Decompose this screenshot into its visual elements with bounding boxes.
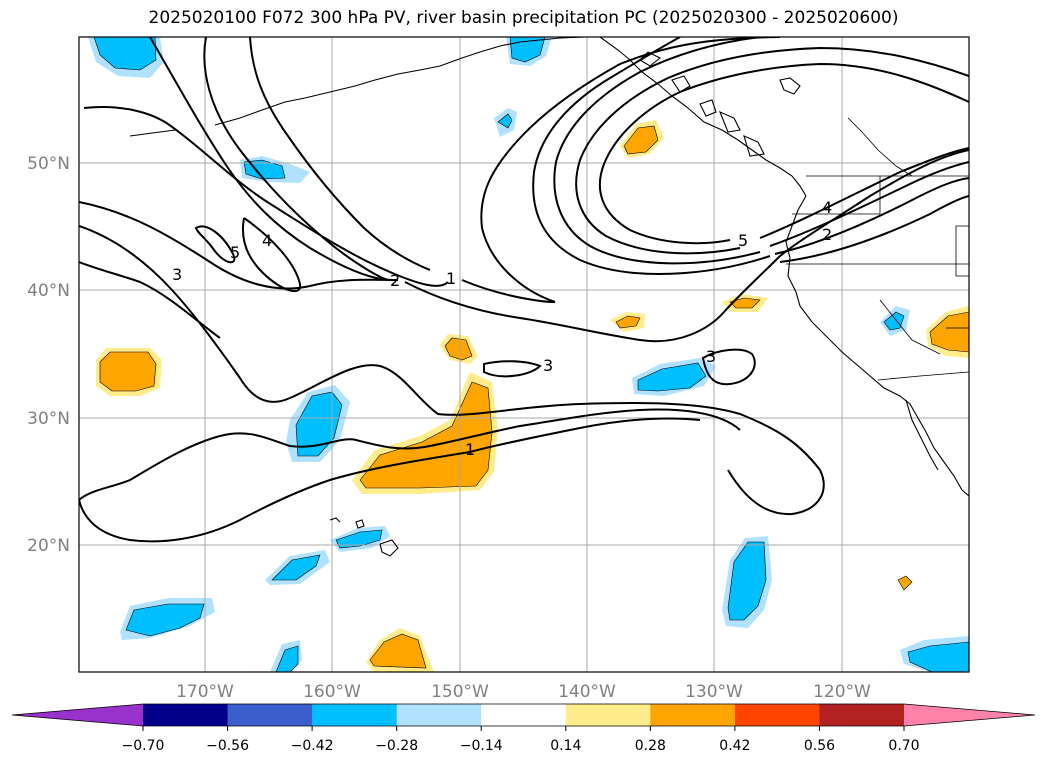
positive-precip-area [99,351,157,392]
latitude-axis: 50°N 40°N 30°N 20°N [27,154,70,556]
negative-precip-area [883,311,905,331]
contour-label: 3 [543,356,553,375]
pv-contour [194,225,236,264]
colorbar-tick-label: 0.70 [888,738,919,754]
pv-contour [701,348,756,386]
colorbar-extension-low [12,704,143,726]
negative-precip-area [637,362,707,392]
pv-contour [242,217,302,293]
colorbar-segment [143,704,229,726]
pv-contour [79,225,825,516]
colorbar-segment [312,704,398,726]
gridlines [79,37,969,672]
pv-contour [553,37,761,265]
colorbar-segment [481,704,567,726]
pv-contour [149,37,393,281]
contour-labels: 1 2 3 4 5 1 2 3 4 5 3 [172,198,832,459]
pv-contour [779,195,969,263]
latitude-label: 40°N [27,281,70,301]
positive-precip-area [623,125,659,155]
pv-contour [203,37,389,281]
contour-label: 2 [822,225,832,244]
colorbar-tick-label: −0.56 [206,738,249,754]
contour-label: 5 [738,231,748,250]
colorbar-tick-label: 0.42 [719,738,750,754]
positive-precip-area [444,337,473,361]
contour-label: 1 [465,440,475,459]
pv-contour [461,37,781,303]
pv-contour [575,46,969,255]
longitude-label: 140°W [558,682,616,702]
positive-precip-area [369,633,427,669]
colorbar-segment [819,704,905,726]
negative-precip-area [497,113,513,129]
colorbar-tick-label: 0.28 [635,738,666,754]
pv-contour [79,201,399,290]
colorbar-segment [396,704,482,726]
positive-precip-area [897,575,913,591]
map-title: 2025020100 F072 300 hPa PV, river basin … [148,8,899,28]
contour-label: 1 [446,269,456,288]
latitude-label: 30°N [27,409,70,429]
pv-contour [469,417,701,453]
colorbar-tick-label: 0.14 [550,738,581,754]
negative-precip-area [93,37,157,71]
pv-contour [83,105,449,287]
pv-contour [404,149,969,343]
positive-precip-area [359,381,493,489]
latitude-label: 20°N [27,536,70,556]
pv-contour [759,147,969,239]
pv-contour [249,37,431,271]
contour-label: 3 [172,265,182,284]
negative-precip-area [907,641,969,672]
negative-precip-area [271,554,321,581]
colorbar-segment [650,704,736,726]
colorbar-tick-label: −0.14 [460,738,503,754]
colorbar-tick-label: −0.70 [122,738,165,754]
pv-contour [483,360,542,378]
contour-label: 2 [390,271,400,290]
contour-label: 4 [822,198,832,217]
pv-contour [598,62,969,245]
longitude-label: 130°W [685,682,743,702]
pv-contour [79,451,471,543]
pv-contour [774,177,969,255]
negative-precip-area [275,645,299,672]
pv-contour [769,161,969,247]
positive-precip-area [729,297,761,309]
negative-precip-area [125,603,205,637]
negative-precip-area [509,37,546,63]
longitude-label: 170°W [176,682,234,702]
contour-label: 3 [706,347,716,366]
longitude-axis: 170°W 160°W 150°W 140°W 130°W 120°W [176,682,871,702]
colorbar-tick-label: −0.42 [291,738,334,754]
colorbar-tick-label: 0.56 [804,738,835,754]
positive-precip-area [929,311,969,353]
positive-precip-area [615,315,641,329]
negative-precip-area [727,541,767,621]
contour-label: 4 [262,231,272,250]
negative-precip-area [243,159,286,180]
negative-precip-area [295,391,343,457]
colorbar-tick-label: −0.28 [375,738,418,754]
longitude-label: 120°W [813,682,871,702]
coastlines [129,37,969,557]
negative-precip-area [335,529,383,549]
map-area [79,37,969,672]
pv-contour [79,408,741,501]
map-frame [78,36,970,673]
pv-contour [79,261,221,339]
colorbar-segment [227,704,313,726]
colorbar: −0.70 −0.56 −0.42 −0.28 −0.14 0.14 0.28 0.42 0.5… [11,703,1036,754]
longitude-label: 160°W [303,682,361,702]
colorbar-segment [565,704,651,726]
pv-contour [532,37,771,275]
latitude-label: 50°N [27,154,70,174]
longitude-label: 150°W [431,682,489,702]
colorbar-segment [734,704,820,726]
colorbar-extension-high [904,704,1035,726]
contour-label: 5 [230,243,240,262]
pv-contours [79,37,969,543]
